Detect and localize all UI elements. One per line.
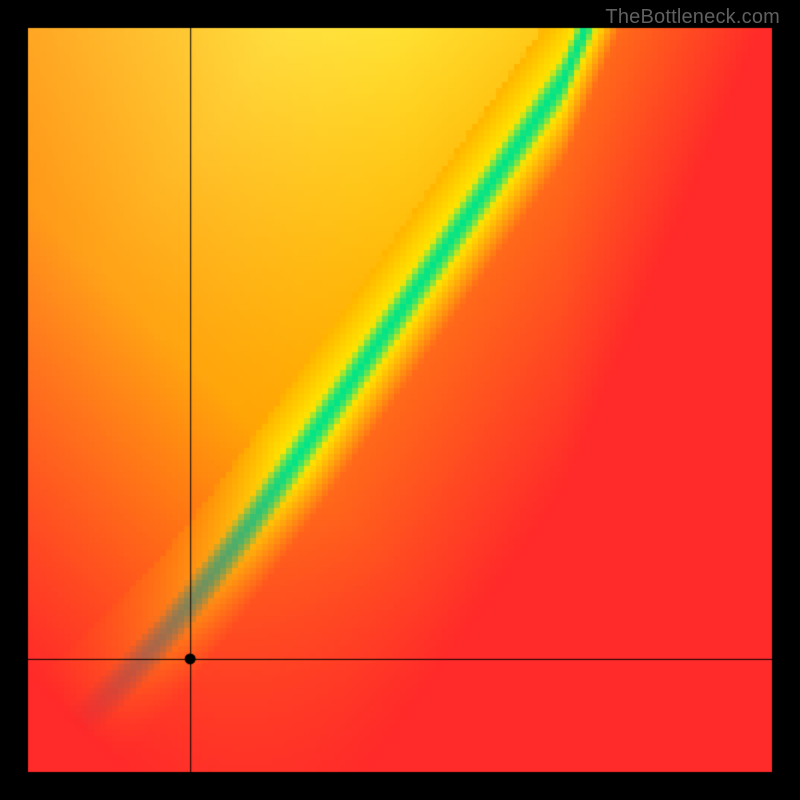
bottleneck-heatmap [0,0,800,800]
chart-container: TheBottleneck.com [0,0,800,800]
watermark-text: TheBottleneck.com [605,6,780,29]
